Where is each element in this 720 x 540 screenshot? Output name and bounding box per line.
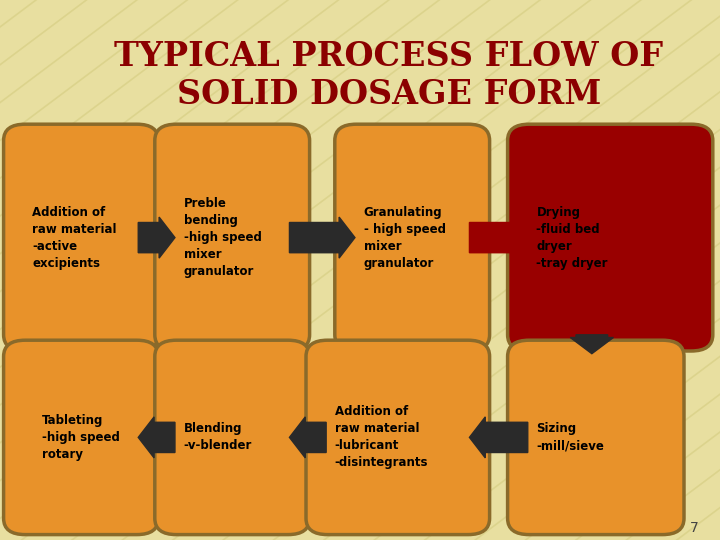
- Text: Preble
bending
-high speed
mixer
granulator: Preble bending -high speed mixer granula…: [184, 197, 261, 278]
- FancyBboxPatch shape: [508, 340, 684, 535]
- FancyBboxPatch shape: [4, 124, 158, 351]
- Text: TYPICAL PROCESS FLOW OF: TYPICAL PROCESS FLOW OF: [114, 40, 663, 73]
- Text: Sizing
-mill/sieve: Sizing -mill/sieve: [536, 422, 604, 453]
- Text: Drying
-fluid bed
dryer
-tray dryer: Drying -fluid bed dryer -tray dryer: [536, 206, 608, 269]
- FancyBboxPatch shape: [155, 124, 310, 351]
- Polygon shape: [138, 217, 175, 258]
- Text: Addition of
raw material
-lubricant
-disintegrants: Addition of raw material -lubricant -dis…: [335, 406, 428, 469]
- FancyBboxPatch shape: [155, 340, 310, 535]
- Text: Addition of
raw material
-active
excipients: Addition of raw material -active excipie…: [32, 206, 117, 269]
- Polygon shape: [469, 217, 528, 258]
- FancyBboxPatch shape: [306, 340, 490, 535]
- Polygon shape: [469, 417, 528, 458]
- Text: Tableting
-high speed
rotary: Tableting -high speed rotary: [42, 414, 120, 461]
- Polygon shape: [138, 417, 175, 458]
- Polygon shape: [289, 217, 355, 258]
- Text: Granulating
- high speed
mixer
granulator: Granulating - high speed mixer granulato…: [364, 206, 446, 269]
- FancyBboxPatch shape: [508, 124, 713, 351]
- Polygon shape: [570, 335, 613, 354]
- Text: 7: 7: [690, 521, 698, 535]
- FancyBboxPatch shape: [335, 124, 490, 351]
- FancyBboxPatch shape: [4, 340, 158, 535]
- Text: Blending
-v-blender: Blending -v-blender: [184, 422, 252, 453]
- Text: SOLID DOSAGE FORM: SOLID DOSAGE FORM: [176, 78, 601, 111]
- Polygon shape: [289, 417, 326, 458]
